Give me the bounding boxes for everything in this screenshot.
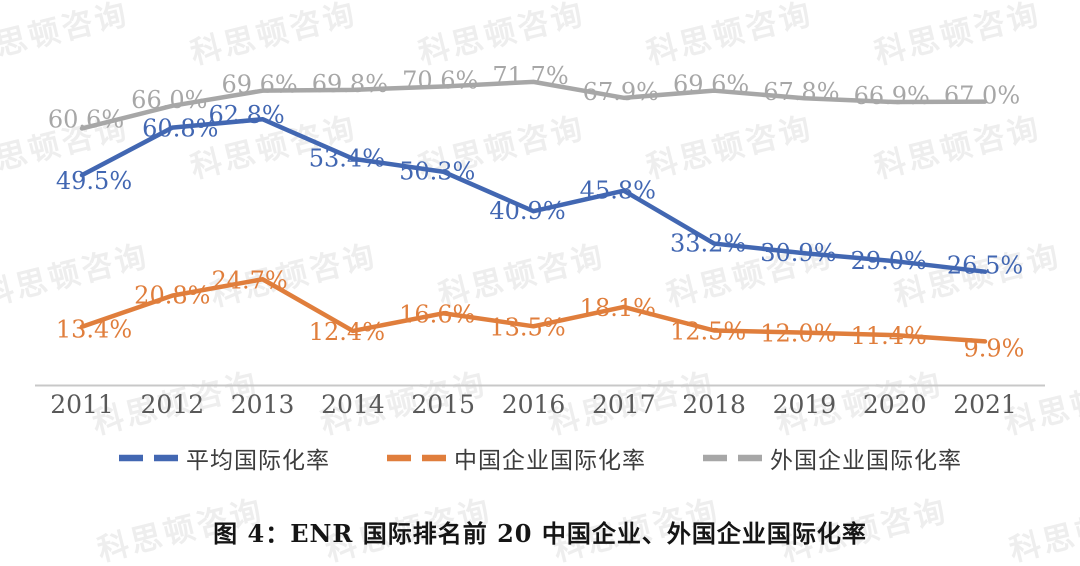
x-axis-tick-2012: 2012 <box>140 390 204 419</box>
x-axis-tick-2013: 2013 <box>231 390 295 419</box>
data-label-中国企业国际化率-2021: 9.9% <box>964 334 1025 362</box>
data-label-中国企业国际化率-2015: 16.6% <box>399 300 475 328</box>
figure-caption: 图 4：ENR 国际排名前 20 中国企业、外国企业国际化率 <box>213 519 867 548</box>
data-label-平均国际化率-2019: 30.9% <box>760 239 836 267</box>
data-label-外国企业国际化率-2019: 67.8% <box>763 78 839 106</box>
legend-label: 平均国际化率 <box>186 448 330 474</box>
series-line-外国企业国际化率 <box>79 79 988 131</box>
data-label-平均国际化率-2012: 60.8% <box>142 115 218 143</box>
data-label-外国企业国际化率-2015: 70.6% <box>402 66 478 94</box>
data-label-平均国际化率-2015: 50.3% <box>399 158 475 186</box>
data-label-外国企业国际化率-2012: 66.0% <box>131 86 207 114</box>
data-label-平均国际化率-2021: 26.5% <box>947 252 1023 280</box>
chart-legend: 平均国际化率 中国企业国际化率 外国企业国际化率 <box>0 441 1080 475</box>
x-axis-tick-2020: 2020 <box>863 390 927 419</box>
data-label-中国企业国际化率-2012: 20.8% <box>134 282 210 310</box>
data-label-中国企业国际化率-2017: 18.1% <box>580 294 656 322</box>
data-label-外国企业国际化率-2014: 69.8% <box>312 70 388 98</box>
data-label-平均国际化率-2016: 40.9% <box>489 197 565 225</box>
data-label-平均国际化率-2020: 29.0% <box>851 247 927 275</box>
legend-label: 外国企业国际化率 <box>770 448 962 474</box>
data-label-平均国际化率-2011: 49.5% <box>56 167 132 195</box>
data-label-中国企业国际化率-2014: 12.4% <box>309 318 385 346</box>
legend-dash-swatch <box>703 454 764 462</box>
line-chart: 2011 2012 2013 2014 2015 2016 2017 2018 2019 2020… <box>35 62 1045 419</box>
legend-item-中国企业国际化率: 中国企业国际化率 <box>386 441 646 475</box>
data-label-中国企业国际化率-2013: 24.7% <box>211 266 287 294</box>
series-line-平均国际化率 <box>79 116 988 274</box>
data-label-中国企业国际化率-2019: 12.0% <box>760 320 836 348</box>
data-label-中国企业国际化率-2018: 12.5% <box>670 318 746 346</box>
x-axis-tick-2017: 2017 <box>592 390 656 419</box>
data-label-外国企业国际化率-2020: 66.9% <box>854 82 930 110</box>
data-label-平均国际化率-2017: 45.8% <box>580 177 656 205</box>
x-axis-tick-2016: 2016 <box>502 390 566 419</box>
x-axis-tick-2021: 2021 <box>953 390 1017 419</box>
data-label-平均国际化率-2014: 53.4% <box>309 145 385 173</box>
legend-item-平均国际化率: 平均国际化率 <box>118 441 330 475</box>
data-label-中国企业国际化率-2016: 13.5% <box>489 313 565 341</box>
x-axis-tick-2011: 2011 <box>50 390 114 419</box>
legend-dash-swatch <box>387 454 448 462</box>
data-label-外国企业国际化率-2013: 69.6% <box>221 71 297 99</box>
x-axis-tick-2019: 2019 <box>773 390 837 419</box>
data-label-外国企业国际化率-2017: 67.9% <box>583 78 659 106</box>
legend-item-外国企业国际化率: 外国企业国际化率 <box>702 441 962 475</box>
legend-label: 中国企业国际化率 <box>454 448 646 474</box>
x-axis-tick-2018: 2018 <box>682 390 746 419</box>
x-axis-tick-2014: 2014 <box>321 390 385 419</box>
data-label-中国企业国际化率-2020: 11.4% <box>851 322 927 350</box>
data-label-中国企业国际化率-2011: 13.4% <box>56 316 132 344</box>
data-label-平均国际化率-2013: 62.8% <box>208 101 284 129</box>
data-label-外国企业国际化率-2011: 60.6% <box>48 105 124 133</box>
data-label-外国企业国际化率-2016: 71.7% <box>492 62 568 90</box>
series-line-中国企业国际化率 <box>79 277 988 344</box>
data-label-外国企业国际化率-2018: 69.6% <box>673 71 749 99</box>
data-label-外国企业国际化率-2021: 67.0% <box>944 82 1020 110</box>
legend-dash-swatch <box>119 454 180 462</box>
data-label-平均国际化率-2018: 33.2% <box>670 230 746 258</box>
x-axis-tick-2015: 2015 <box>411 390 475 419</box>
